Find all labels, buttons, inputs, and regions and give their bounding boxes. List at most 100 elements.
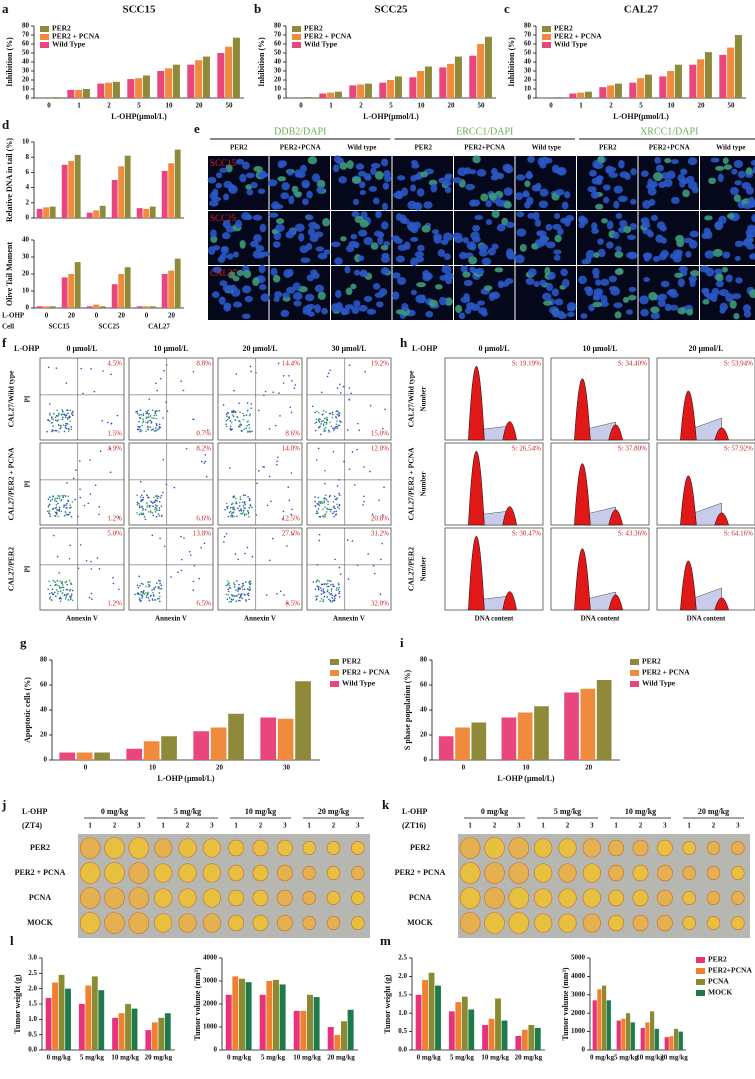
event <box>146 422 149 424</box>
y-axis-label: Number <box>420 472 428 497</box>
event <box>338 507 341 510</box>
event <box>141 591 143 593</box>
bar <box>454 56 462 98</box>
nucleus <box>228 185 238 194</box>
y-tick-label: 1.0 <box>398 1009 407 1017</box>
nucleus <box>729 186 739 196</box>
nucleus <box>578 275 587 285</box>
event <box>317 587 320 589</box>
nucleus <box>363 295 373 303</box>
y-tick-label: 60 <box>274 40 282 48</box>
event <box>322 515 325 518</box>
event <box>151 502 154 504</box>
event <box>232 594 235 597</box>
nucleus <box>415 294 425 304</box>
event <box>65 507 68 509</box>
event <box>338 586 340 589</box>
event <box>333 510 335 513</box>
nucleus <box>639 295 649 305</box>
bar <box>67 89 75 98</box>
event <box>315 421 318 423</box>
legend-label: PER2 <box>642 657 661 666</box>
bar <box>228 713 244 760</box>
event <box>68 579 71 582</box>
photo-board <box>78 834 370 938</box>
tumor <box>632 914 649 932</box>
event <box>58 506 61 509</box>
event <box>276 593 278 595</box>
event <box>243 501 246 503</box>
event <box>77 567 80 570</box>
event <box>338 492 340 495</box>
event <box>244 507 247 509</box>
event <box>244 552 246 555</box>
event <box>52 507 55 510</box>
nucleus <box>317 252 328 260</box>
event <box>151 599 154 601</box>
bar <box>654 1028 659 1050</box>
bar <box>131 1008 138 1050</box>
tumor <box>104 862 125 884</box>
event <box>286 602 289 605</box>
event <box>54 416 57 419</box>
event <box>48 512 50 514</box>
nucleus <box>425 311 434 318</box>
event <box>57 590 59 593</box>
nucleus <box>606 241 614 249</box>
bar <box>52 982 58 1050</box>
tumor <box>154 838 173 858</box>
legend-label: PER2 + PCNA <box>342 668 390 677</box>
nucleus <box>368 186 378 192</box>
x-axis-label: Annexin V <box>66 615 98 623</box>
event <box>48 580 51 583</box>
event <box>139 409 142 411</box>
tumor <box>582 913 601 933</box>
nucleus <box>353 300 361 308</box>
g2-peak <box>608 509 623 526</box>
nucleus <box>721 266 728 273</box>
event <box>69 544 71 547</box>
nucleus <box>335 289 342 299</box>
event <box>147 428 149 431</box>
event <box>50 598 53 601</box>
nucleus <box>623 225 632 234</box>
bar <box>626 1013 631 1050</box>
event <box>314 504 317 507</box>
tumor <box>302 840 316 856</box>
event <box>147 581 149 583</box>
nucleus <box>246 189 254 196</box>
bar <box>135 78 143 98</box>
event <box>47 505 50 508</box>
nucleus <box>654 156 662 164</box>
legend-label: PER2 + PCNA <box>304 32 352 41</box>
event <box>227 515 230 518</box>
event <box>69 511 71 514</box>
row-label: PER2 + PCNA <box>395 868 446 877</box>
event <box>64 598 67 600</box>
x-tick-label: 0 <box>95 312 99 320</box>
event <box>51 591 53 594</box>
event <box>170 576 172 578</box>
event <box>50 417 53 419</box>
nucleus <box>506 249 514 259</box>
event <box>159 496 162 499</box>
lower-right-percent: 1.2% <box>107 600 122 608</box>
upper-right-percent: 27.6% <box>282 530 300 538</box>
lower-right-percent: 6.5% <box>196 600 211 608</box>
g1-peak <box>574 548 591 611</box>
bar <box>447 63 455 98</box>
event <box>243 502 246 504</box>
event <box>183 537 185 539</box>
event <box>150 429 153 431</box>
tumor <box>326 890 341 906</box>
bar <box>667 71 675 98</box>
nucleus <box>640 170 649 178</box>
nucleus <box>339 162 348 170</box>
nucleus <box>331 303 340 313</box>
event <box>185 447 188 450</box>
nucleus <box>316 186 325 194</box>
event <box>293 387 296 389</box>
event <box>257 470 260 472</box>
bar <box>127 79 135 98</box>
